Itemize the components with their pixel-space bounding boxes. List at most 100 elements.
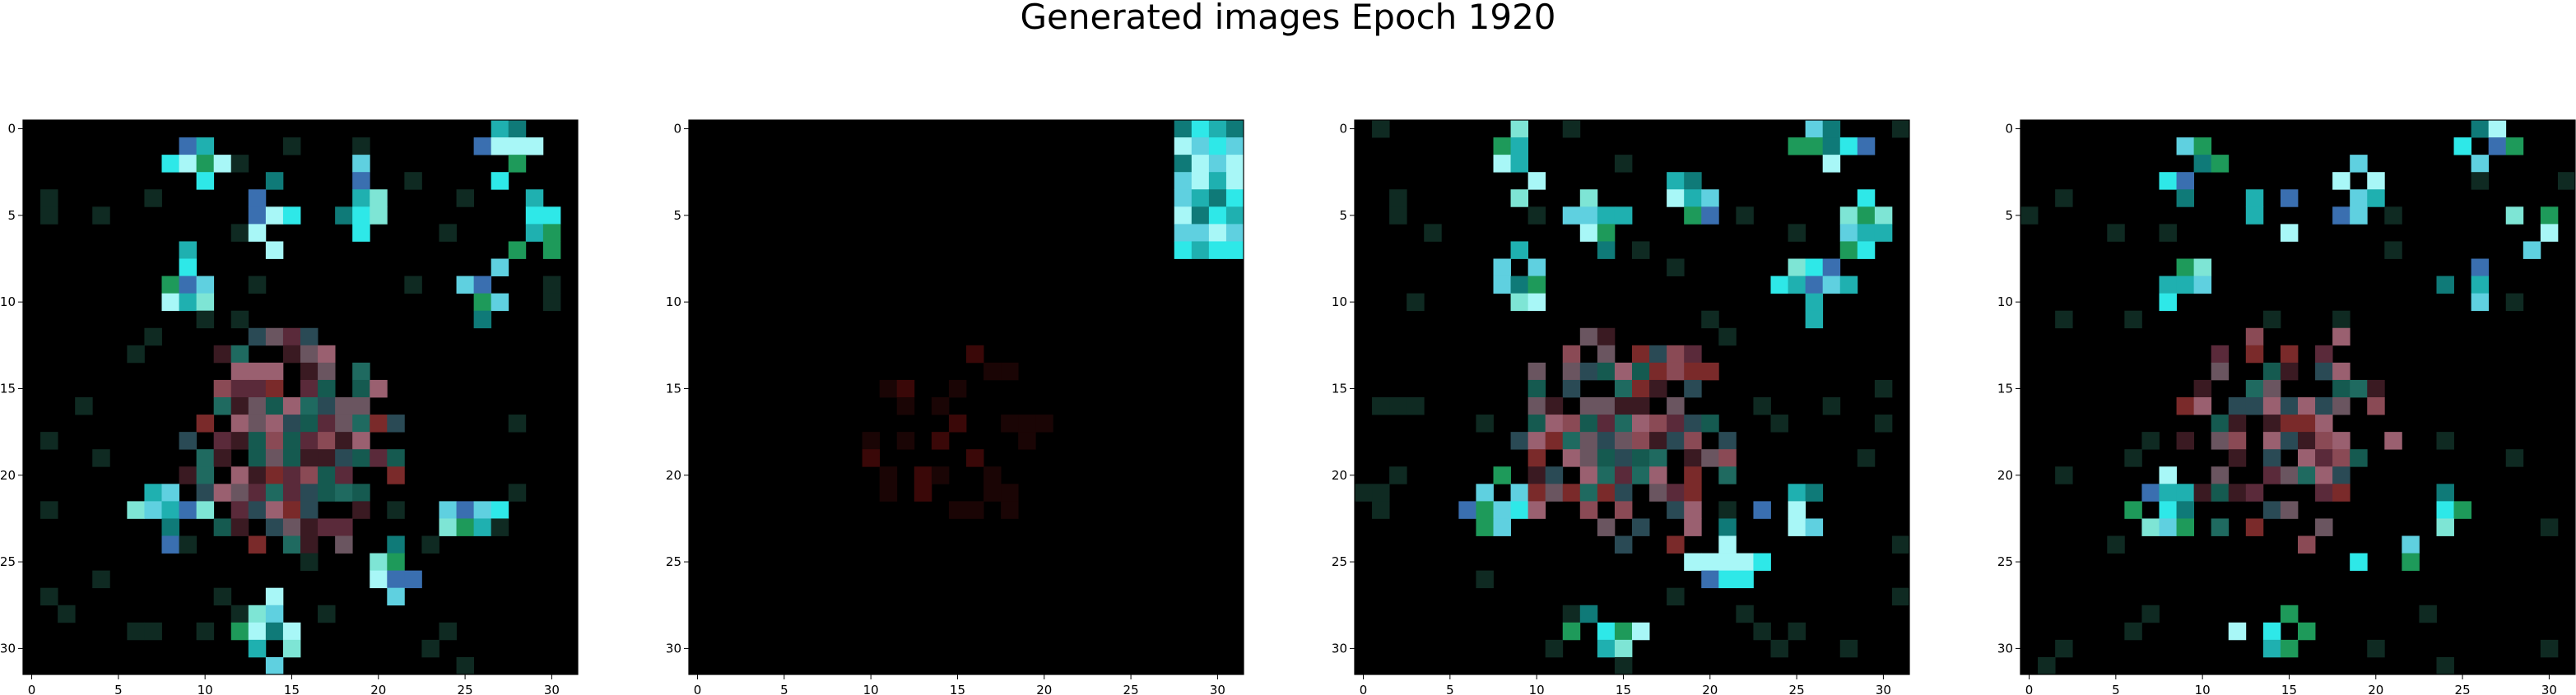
pixel-cell	[2280, 501, 2299, 519]
pixel-cell	[196, 466, 215, 484]
pixel-cell	[2245, 327, 2264, 346]
pixel-cell	[75, 397, 93, 415]
pixel-cell	[439, 501, 457, 519]
pixel-cell	[196, 310, 215, 329]
pixel-cell	[1632, 362, 1650, 381]
pixel-cell	[230, 155, 249, 173]
pixel-cell	[144, 189, 162, 207]
pixel-cell	[473, 137, 492, 155]
pixel-cell	[542, 224, 561, 242]
pixel-cell	[1788, 137, 1806, 155]
pixel-cell	[1736, 206, 1754, 225]
pixel-cell	[370, 553, 388, 572]
pixel-cell	[1562, 432, 1581, 450]
pixel-cell	[456, 501, 475, 519]
pixel-cell	[1649, 466, 1667, 484]
pixel-cell	[1805, 276, 1824, 294]
pixel-cell	[1458, 501, 1476, 519]
pixel-cell	[248, 622, 267, 641]
pixel-cell	[1001, 415, 1019, 433]
pixel-cell	[352, 379, 370, 398]
pixel-cell	[196, 501, 215, 519]
pixel-cell	[1649, 415, 1667, 433]
pixel-cell	[1191, 189, 1210, 207]
pixel-cell	[1225, 120, 1244, 138]
pixel-cell	[40, 501, 58, 519]
pixel-cell	[2193, 258, 2212, 276]
pixel-cell	[2245, 397, 2264, 415]
pixel-cell	[2350, 155, 2368, 173]
pixel-cell	[1208, 120, 1227, 138]
image-panel-1: 0 5 10 15 20 25 30 0 5 10 15 20 25 30	[0, 119, 579, 695]
pixel-cell	[456, 518, 475, 536]
pixel-cell	[2055, 639, 2073, 658]
pixel-cell	[508, 137, 527, 155]
pixel-cell	[1857, 449, 1876, 467]
pixel-cell	[1545, 432, 1564, 450]
pixel-cell	[1597, 345, 1616, 364]
pixel-cell	[2228, 622, 2247, 641]
pixel-cell	[40, 206, 58, 225]
pixel-cell	[948, 501, 967, 519]
pixel-cell	[1632, 379, 1650, 398]
pixel-cell	[1562, 120, 1581, 138]
pixel-cell	[1891, 587, 1910, 606]
pixel-cell	[318, 605, 336, 623]
x-tick-label: 0	[2025, 683, 2034, 695]
pixel-cell	[1208, 137, 1227, 155]
pixel-cell	[58, 605, 76, 623]
pixel-cell	[948, 379, 967, 398]
pixel-cell	[1510, 241, 1529, 259]
pixel-cell	[248, 224, 267, 242]
pixel-cell	[2332, 362, 2350, 381]
pixel-cell	[439, 224, 457, 242]
pixel-cell	[179, 258, 198, 276]
pixel-cell	[456, 656, 475, 675]
pixel-cell	[2557, 172, 2576, 190]
y-tick-label: 20	[1332, 468, 1347, 483]
pixel-cell	[282, 501, 301, 519]
pixel-cell	[1684, 432, 1702, 450]
x-tick-label: 5	[114, 683, 123, 695]
x-tick-label: 20	[2368, 683, 2383, 695]
pixel-cell	[2332, 466, 2350, 484]
pixel-cell	[2245, 379, 2264, 398]
pixel-cell	[2038, 656, 2056, 675]
pixel-cell	[161, 155, 179, 173]
pixel-cell	[1389, 189, 1407, 207]
pixel-cell	[1527, 484, 1546, 502]
pixel-cell	[2262, 432, 2281, 450]
pixel-cell	[1510, 501, 1529, 519]
pixel-cell	[300, 379, 319, 398]
pixel-cell	[1822, 276, 1841, 294]
pixel-cell	[1822, 120, 1841, 138]
pixel-cell	[179, 535, 198, 554]
pixel-cell	[456, 189, 475, 207]
pixel-cell	[2211, 155, 2230, 173]
y-tick-label: 30	[1997, 641, 2013, 656]
pixel-cell	[2262, 501, 2281, 519]
pixel-cell	[1667, 432, 1685, 450]
pixel-cell	[1805, 137, 1824, 155]
pixel-cell	[2471, 276, 2490, 294]
pixel-cell	[370, 379, 388, 398]
pixel-cell	[1018, 415, 1036, 433]
pixel-cell	[1562, 345, 1581, 364]
x-tick-label: 20	[1702, 683, 1718, 695]
pixel-cell	[196, 155, 215, 173]
x-tick-label: 15	[950, 683, 965, 695]
pixel-cell	[2367, 639, 2385, 658]
x-tick-label: 0	[694, 683, 702, 695]
pixel-cell	[1579, 224, 1598, 242]
pixel-cell	[1667, 501, 1685, 519]
pixel-cell	[1225, 172, 1244, 190]
pixel-cell	[161, 484, 179, 502]
pixel-cell	[318, 432, 336, 450]
pixel-cell	[1667, 535, 1685, 554]
pixel-cell	[1174, 224, 1193, 242]
pixel-cell	[1805, 484, 1824, 502]
pixel-cell	[265, 449, 284, 467]
pixel-cell	[1614, 415, 1633, 433]
pixel-cell	[525, 189, 544, 207]
